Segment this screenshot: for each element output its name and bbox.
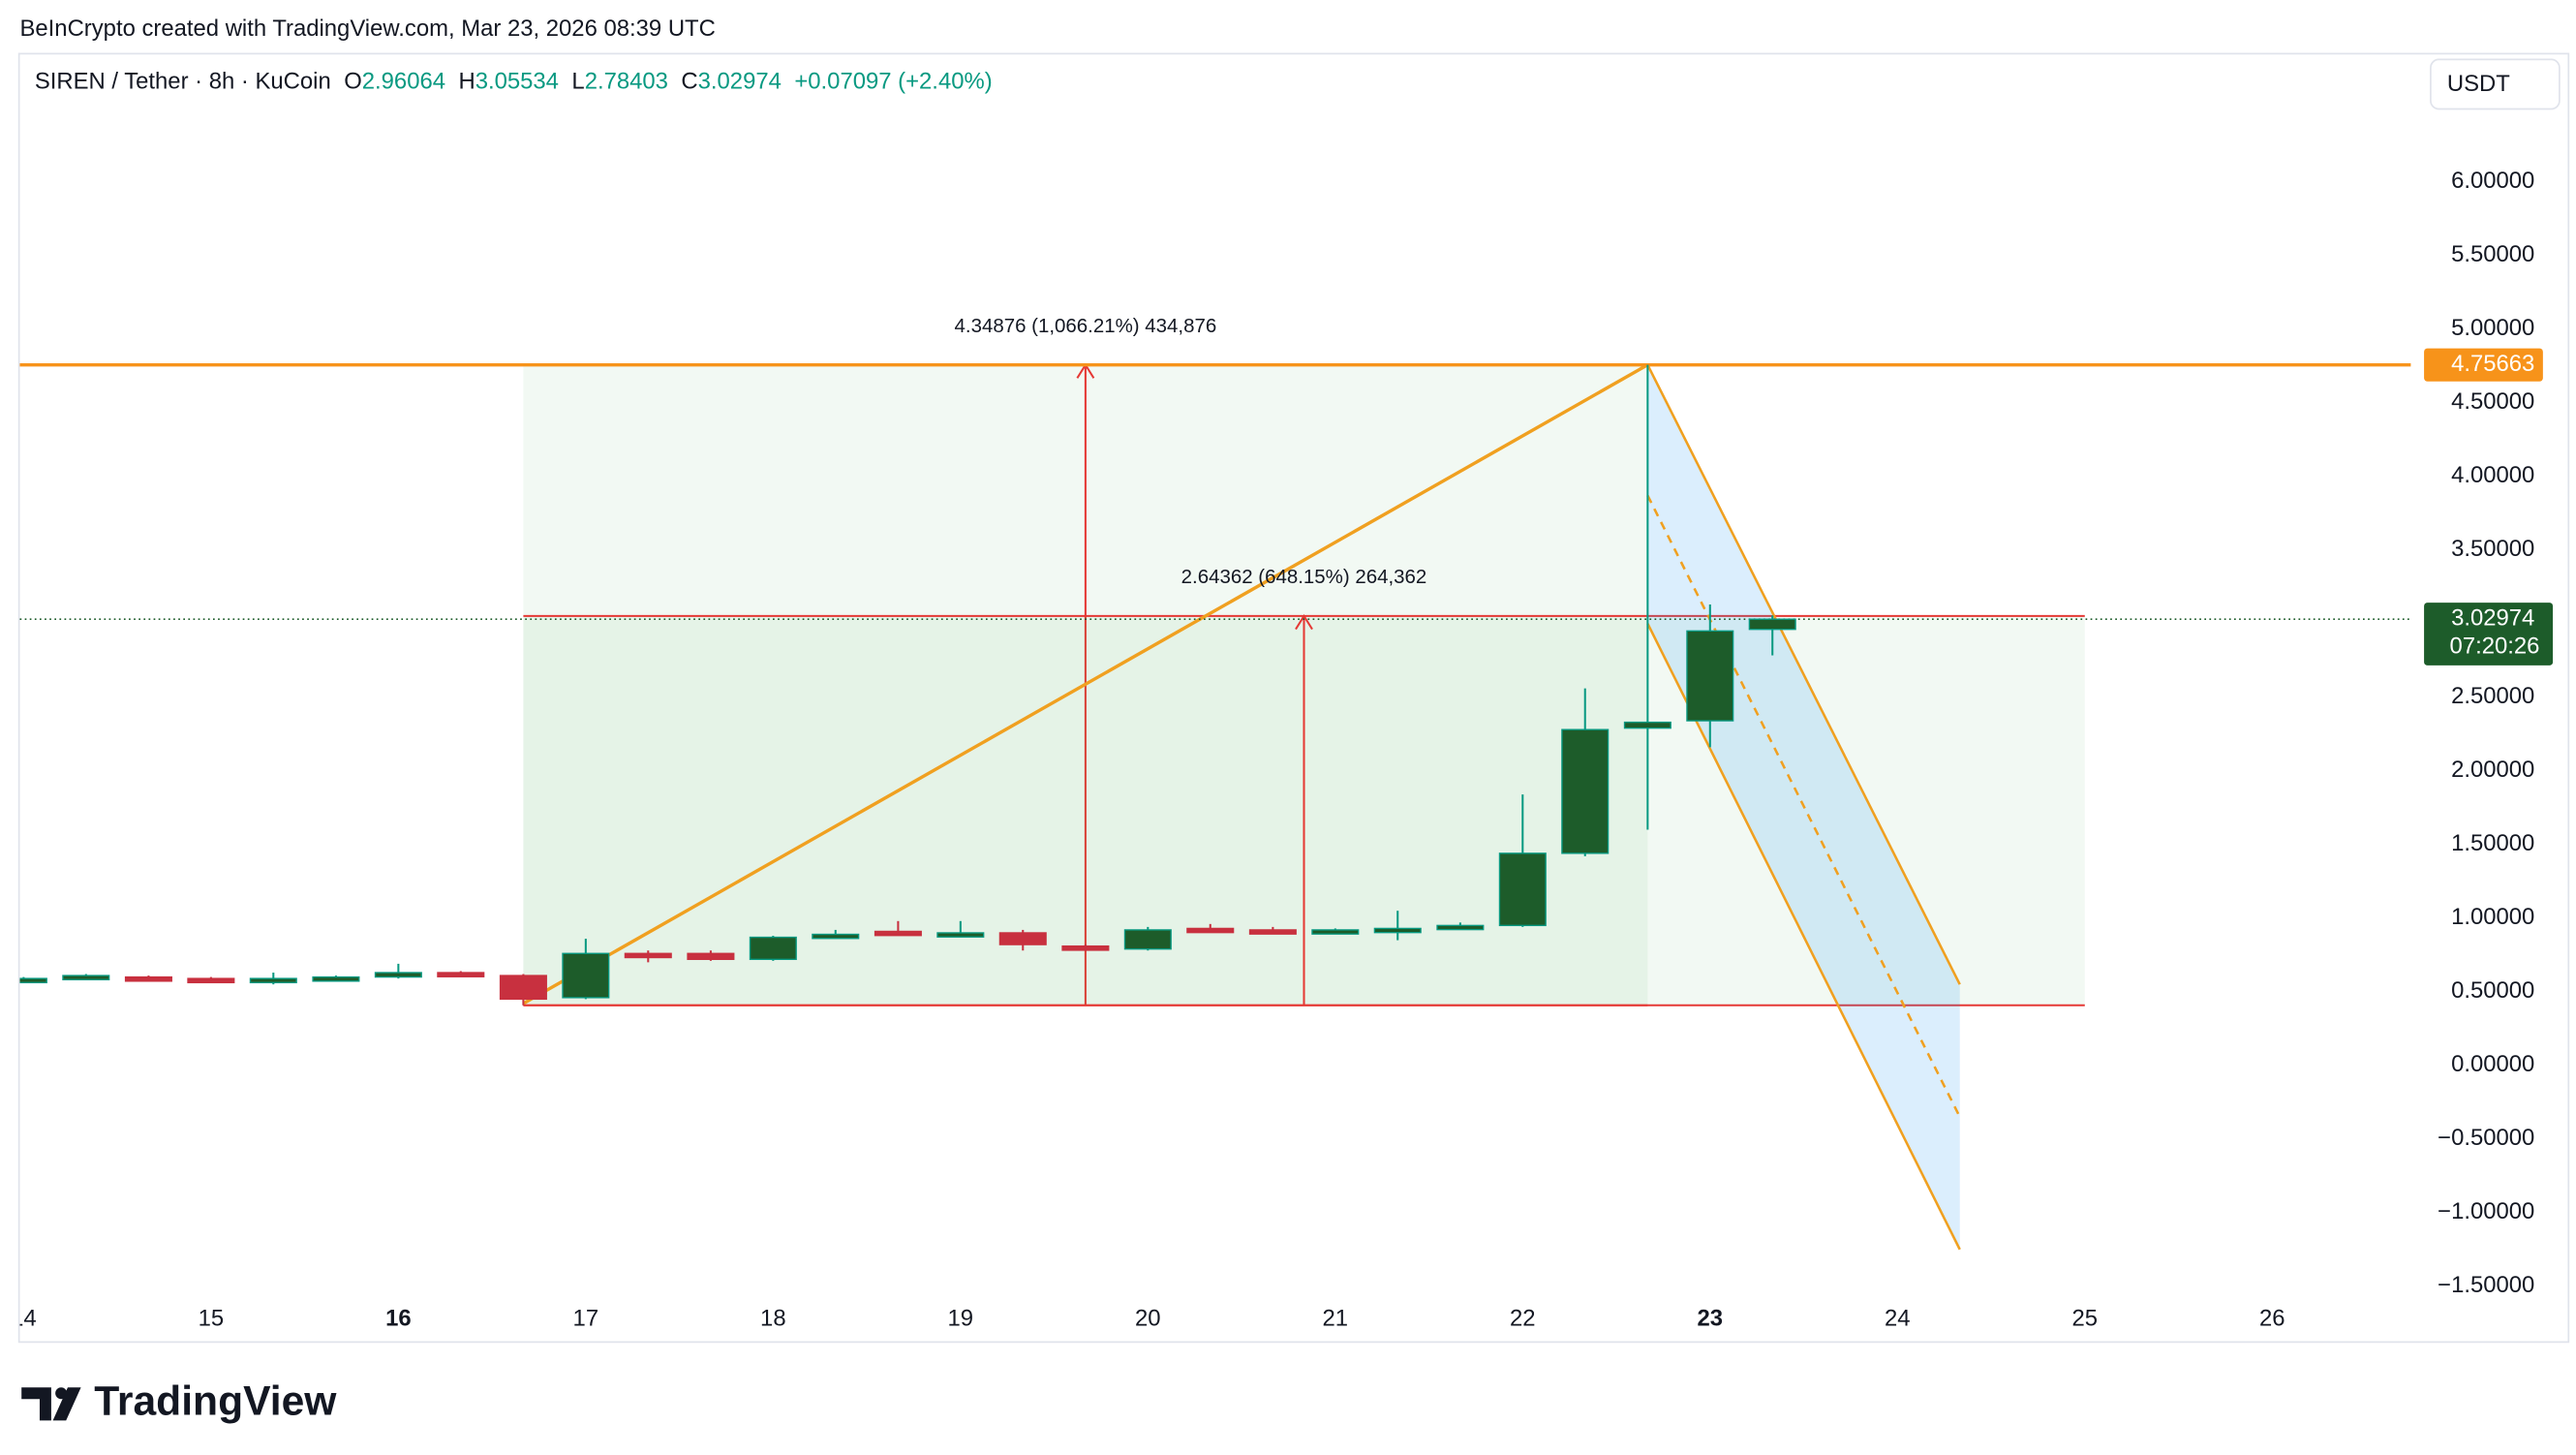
arrow-head <box>1295 613 1313 631</box>
candle-body <box>499 975 547 1001</box>
change: +0.07097 (+2.40%) <box>794 69 992 95</box>
y-tick-label: −1.50000 <box>2438 1272 2534 1298</box>
range-label: 2.64362 (648.15%) 264,362 <box>1181 566 1427 588</box>
ohlc-label: O <box>344 69 362 95</box>
logo: TradingView <box>21 1378 337 1425</box>
currency[interactable]: USDT <box>2447 71 2510 97</box>
x-tick-label: 15 <box>199 1306 225 1332</box>
candle-body <box>1186 927 1235 934</box>
x-tick-label: 20 <box>1135 1306 1161 1332</box>
candle-body <box>687 952 735 961</box>
channel-lower <box>1646 623 1961 1251</box>
candle-body <box>437 972 485 977</box>
price-line-badge <box>2424 348 2543 382</box>
x-tick-label: 25 <box>2072 1306 2099 1332</box>
x-tick-label: 18 <box>760 1306 786 1332</box>
logo-icon <box>52 1387 81 1421</box>
candle-body <box>374 972 422 978</box>
channel-middle <box>1646 494 1961 1118</box>
ohlc-value: 3.05534 <box>475 69 559 95</box>
candle-body <box>1623 721 1671 729</box>
plot-area <box>19 362 2411 1251</box>
y-tick-label: 1.00000 <box>2451 904 2534 930</box>
ohlc-label: L <box>571 69 584 95</box>
y-tick-label: −0.50000 <box>2438 1125 2534 1151</box>
current-price-label: 3.02974 <box>2451 605 2534 632</box>
overlay: 4.34876 (1,066.21%) 434,876 2.64362 (648.… <box>955 315 2554 666</box>
x-tick-label: 16 <box>385 1306 412 1332</box>
candle-body <box>1748 618 1796 631</box>
symbol-legend: SIREN / Tether · 8h · KuCoin O2.96064 H3… <box>35 69 993 95</box>
candle-body <box>312 975 360 982</box>
ohlc-value: 2.96064 <box>362 69 445 95</box>
logo-icon <box>21 1387 51 1421</box>
ohlc-value: 2.78403 <box>585 69 668 95</box>
candle-body <box>249 977 297 984</box>
logo-text: TradingView <box>94 1378 337 1425</box>
candle-body <box>874 930 922 937</box>
x-tick-label: 21 <box>1323 1306 1349 1332</box>
y-tick-label: 2.00000 <box>2451 757 2534 783</box>
candle-body <box>1498 852 1547 927</box>
candle-body <box>812 933 860 940</box>
trend-line <box>522 363 1649 1006</box>
candle-body <box>1561 728 1610 854</box>
channel-upper <box>1646 364 1961 985</box>
y-tick-label: 4.00000 <box>2451 462 2534 488</box>
currency-button[interactable] <box>2430 58 2561 110</box>
range-label: 4.34876 (1,066.21%) 434,876 <box>955 315 1217 337</box>
candle-body <box>624 952 672 959</box>
price-line-label: 4.75663 <box>2451 351 2534 377</box>
x-tick-label: 23 <box>1698 1306 1724 1332</box>
x-tick-label: 22 <box>1510 1306 1536 1332</box>
candle-body <box>749 936 797 961</box>
x-tick-label: 26 <box>2259 1306 2285 1332</box>
ohlc-value: 3.02974 <box>698 69 782 95</box>
candle-body <box>936 932 985 938</box>
countdown: 07:20:26 <box>2450 633 2540 659</box>
y-tick-label: 4.50000 <box>2451 388 2534 415</box>
x-tick-label: 14 <box>11 1306 37 1332</box>
current-price-badge <box>2424 603 2554 666</box>
x-tick-label: 17 <box>573 1306 599 1332</box>
ohlc-label: C <box>681 69 697 95</box>
symbol: SIREN / Tether · 8h · KuCoin <box>35 69 331 95</box>
candle-body <box>998 932 1047 945</box>
y-tick-label: −1.00000 <box>2438 1198 2534 1224</box>
candle-body <box>187 977 235 984</box>
candle-body <box>1248 929 1297 935</box>
candle-body <box>1123 929 1172 950</box>
y-tick-label: 5.00000 <box>2451 315 2534 341</box>
y-tick-label: 6.00000 <box>2451 168 2534 194</box>
credit: BeInCrypto created with TradingView.com,… <box>20 15 716 42</box>
candle-body <box>1373 927 1422 934</box>
x-tick-label: 19 <box>948 1306 974 1332</box>
price-axis: 6.00000 5.50000 5.00000 4.50000 4.00000 3.500… <box>2438 168 2534 1298</box>
candle-body <box>1061 944 1110 951</box>
x-tick-label: 24 <box>1885 1306 1911 1332</box>
y-tick-label: 1.50000 <box>2451 830 2534 856</box>
y-tick-label: 2.50000 <box>2451 683 2534 709</box>
candle-body <box>62 975 110 981</box>
y-tick-label: 0.50000 <box>2451 977 2534 1004</box>
candle-body <box>1311 929 1360 935</box>
candle-body <box>1436 924 1485 931</box>
ohlc-label: H <box>458 69 475 95</box>
candle-body <box>124 975 172 982</box>
chart-frame <box>17 52 2570 1344</box>
time-axis: 14 15 16 17 18 19 20 21 22 23 24 25 26 <box>11 1306 2285 1332</box>
candle-body <box>19 977 47 984</box>
y-tick-label: 3.50000 <box>2451 536 2534 562</box>
y-tick-label: 0.00000 <box>2451 1051 2534 1077</box>
candle-body <box>562 952 610 999</box>
candle-body <box>1686 630 1734 722</box>
y-tick-label: 5.50000 <box>2451 241 2534 267</box>
